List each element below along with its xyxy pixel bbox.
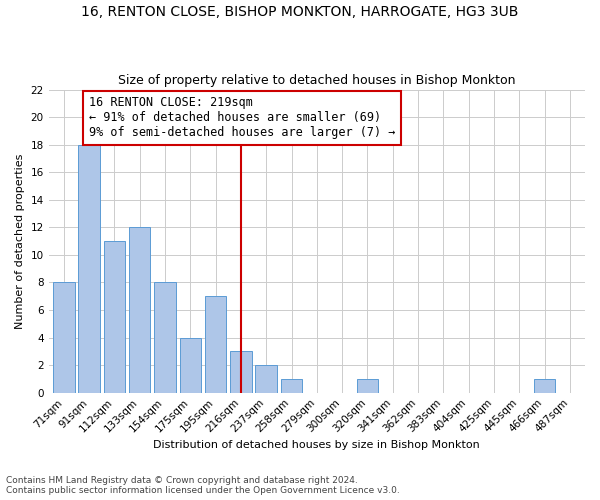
Text: Contains HM Land Registry data © Crown copyright and database right 2024.
Contai: Contains HM Land Registry data © Crown c…	[6, 476, 400, 495]
Bar	[79, 144, 100, 392]
Y-axis label: Number of detached properties: Number of detached properties	[15, 154, 25, 329]
Bar	[205, 296, 226, 392]
Bar	[104, 241, 125, 392]
Bar	[230, 352, 251, 393]
Bar	[53, 282, 74, 393]
Bar	[356, 379, 378, 392]
Bar	[534, 379, 555, 392]
Bar	[129, 228, 151, 392]
Bar	[179, 338, 201, 392]
X-axis label: Distribution of detached houses by size in Bishop Monkton: Distribution of detached houses by size …	[154, 440, 480, 450]
Text: 16, RENTON CLOSE, BISHOP MONKTON, HARROGATE, HG3 3UB: 16, RENTON CLOSE, BISHOP MONKTON, HARROG…	[82, 5, 518, 19]
Text: 16 RENTON CLOSE: 219sqm
← 91% of detached houses are smaller (69)
9% of semi-det: 16 RENTON CLOSE: 219sqm ← 91% of detache…	[89, 96, 395, 140]
Bar	[256, 365, 277, 392]
Bar	[281, 379, 302, 392]
Title: Size of property relative to detached houses in Bishop Monkton: Size of property relative to detached ho…	[118, 74, 515, 87]
Bar	[154, 282, 176, 393]
